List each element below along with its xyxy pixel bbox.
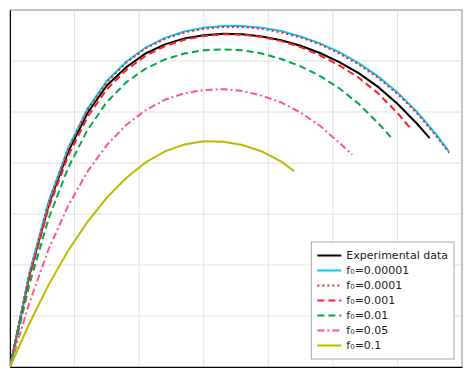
legend-label: f₀=0.001 — [346, 294, 395, 307]
legend-swatch — [317, 285, 341, 287]
legend-swatch — [317, 345, 341, 347]
grid-line-y — [10, 214, 462, 215]
lines — [10, 26, 449, 367]
grid-line-x — [74, 10, 75, 367]
plot: Experimental data f₀=0.00001 f₀=0.0001 f₀=0… — [10, 10, 463, 368]
legend-swatch — [317, 255, 341, 257]
line — [10, 27, 449, 367]
grid-line-y — [10, 61, 462, 62]
grid-line-x — [139, 10, 140, 367]
legend-box — [311, 242, 454, 359]
x-axis — [11, 367, 463, 369]
line — [10, 34, 430, 367]
legend-swatch — [317, 315, 341, 317]
plot-frame — [10, 10, 462, 367]
y-axis — [10, 11, 12, 368]
line — [10, 26, 449, 367]
legend-label: f₀=0.1 — [346, 339, 381, 352]
chart: Experimental data f₀=0.00001 f₀=0.0001 f₀=0… — [0, 0, 474, 377]
line — [10, 141, 294, 367]
legend-swatch — [317, 330, 341, 332]
legend-label: f₀=0.00001 — [346, 264, 409, 277]
legend-label: f₀=0.0001 — [346, 279, 402, 292]
grid-line-x — [268, 10, 269, 367]
line — [10, 34, 410, 367]
grid — [10, 10, 462, 367]
axis-line — [11, 367, 463, 368]
legend-label: f₀=0.01 — [346, 309, 388, 322]
legend-swatch — [317, 300, 341, 302]
legend-label: Experimental data — [346, 249, 448, 262]
grid-line-x — [203, 10, 204, 367]
legend-swatch — [317, 270, 341, 272]
line — [10, 89, 352, 367]
legend: Experimental data f₀=0.00001 f₀=0.0001 f₀=0… — [311, 242, 454, 359]
grid-line-y — [10, 112, 462, 113]
legend-label: f₀=0.05 — [346, 324, 388, 337]
axis-line — [10, 11, 11, 368]
grid-line-y — [10, 163, 462, 164]
